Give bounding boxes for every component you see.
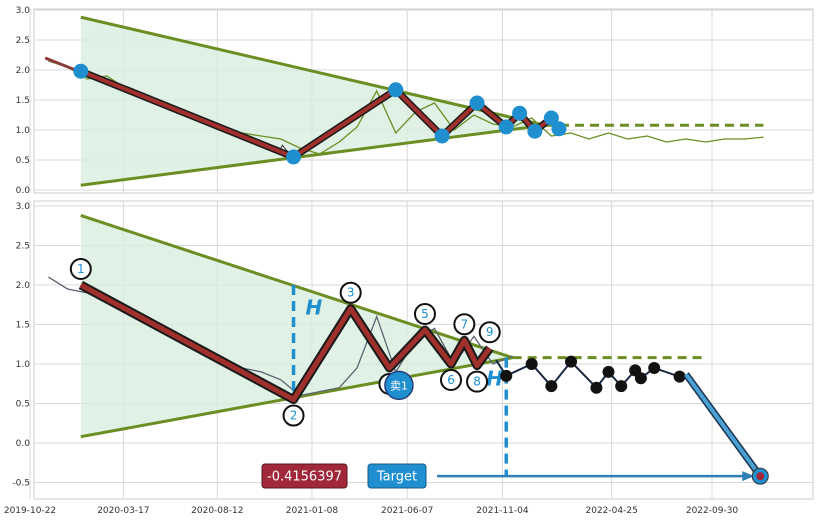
forward-point	[615, 380, 628, 393]
top-zigzag-line	[80, 69, 561, 159]
target-marker-core	[756, 472, 765, 481]
h-label: H	[306, 295, 323, 319]
pivot-label: 5	[421, 307, 429, 321]
h-label: H	[486, 367, 503, 391]
x-tick-label: 2020-03-17	[97, 506, 149, 516]
top-pivot-marker	[286, 149, 302, 165]
forward-point	[525, 358, 538, 370]
target-value-text: -0.4156397	[267, 470, 342, 485]
pivot-label-circle	[440, 369, 463, 391]
panel1-y-tick-label: 0.5	[16, 156, 30, 166]
top-pivot-marker	[73, 63, 89, 79]
target-value-badge	[261, 463, 348, 489]
panel1-y-tick-label: 1.0	[16, 126, 31, 136]
pivot-label-circle	[282, 404, 305, 427]
panel1-y-tick-label: 2.5	[16, 36, 30, 46]
panel2-y-tick-label: 0.0	[16, 439, 31, 449]
pivot-label-circle	[413, 303, 436, 326]
panel1-y-tick-label: 2.0	[16, 66, 31, 76]
panel2-triangle-upper-line	[80, 214, 514, 360]
pivot-label-circle	[478, 321, 501, 344]
target-badge-text: Target	[376, 470, 417, 485]
forward-point	[602, 365, 615, 378]
panel1-triangle-lower-line	[80, 123, 546, 187]
panel2-y-tick-label: 0.5	[16, 400, 30, 410]
sell-marker-label: 卖1	[390, 379, 408, 392]
x-tick-label: 2022-04-25	[586, 506, 638, 516]
x-tick-label: 2019-10-22	[4, 506, 56, 516]
pivot-label: 7	[461, 317, 469, 331]
pivot-label: 9	[486, 325, 494, 339]
bottom-zigzag-line	[79, 282, 492, 403]
target-badge	[367, 463, 427, 489]
panel2-y-tick-label: 1.0	[16, 360, 31, 370]
panel2-triangle-fill	[80, 215, 513, 437]
forward-point	[673, 370, 686, 383]
pivot-label: 8	[473, 375, 481, 389]
pivot-label: 6	[447, 373, 455, 387]
panel2-y-tick-label: 2.0	[16, 281, 31, 291]
top-pivot-marker	[469, 95, 485, 111]
pivot-label-circle	[339, 281, 362, 304]
forward-point	[545, 380, 558, 393]
projection-line	[684, 373, 762, 478]
top-pivot-marker	[543, 110, 559, 126]
top-pivot-marker	[551, 121, 567, 137]
top-pivot-marker	[527, 123, 543, 139]
pivot-label: 1	[77, 262, 85, 276]
panel2-y-tick-label: 2.5	[16, 242, 30, 252]
forward-point	[634, 372, 647, 385]
forward-point	[590, 381, 603, 394]
top-pivot-marker	[434, 128, 450, 144]
top-pivot-marker	[498, 119, 514, 135]
panel2-y-tick-label: -0.5	[12, 479, 30, 489]
panel2-y-tick-label: 1.5	[16, 321, 30, 331]
panel1-y-tick-label: 3.0	[16, 6, 31, 16]
pivot-label-circle	[453, 313, 476, 336]
pivot-label: 3	[347, 286, 355, 300]
panel1-y-tick-label: 1.5	[16, 96, 30, 106]
top-pivot-marker	[388, 82, 404, 98]
x-tick-label: 2021-11-04	[476, 506, 529, 516]
x-tick-label: 2021-06-07	[381, 506, 433, 516]
forward-point	[500, 369, 513, 382]
pivot-label-circle	[466, 370, 489, 393]
panel1-y-tick-label: 0.0	[16, 186, 31, 196]
forward-point	[565, 355, 578, 368]
forward-point	[648, 361, 661, 374]
x-tick-label: 2022-09-30	[686, 506, 739, 516]
x-tick-label: 2021-01-08	[286, 506, 339, 516]
panel2-y-tick-label: 3.0	[16, 202, 31, 212]
pivot-label: 2	[290, 409, 298, 423]
panel1-triangle-fill	[80, 17, 545, 186]
top-pivot-marker	[512, 105, 528, 121]
target-arrow-head	[742, 471, 755, 482]
sell-marker	[384, 370, 414, 401]
x-tick-label: 2020-08-12	[191, 506, 243, 516]
pivot-label-circle	[69, 258, 92, 280]
